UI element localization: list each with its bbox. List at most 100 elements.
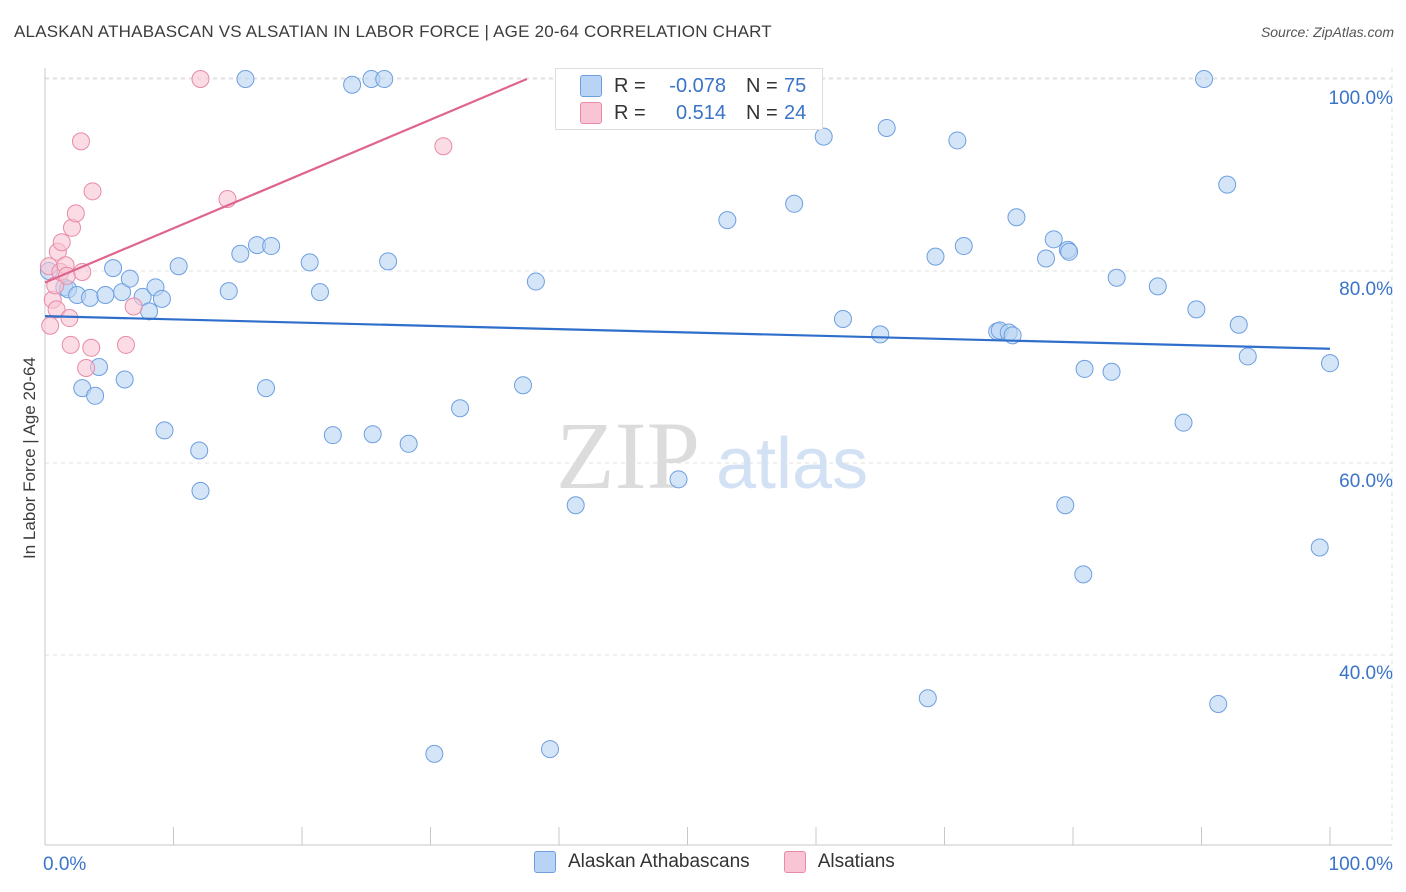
y-tick-label: 100.0% xyxy=(1329,88,1394,109)
legend-label: Alsatians xyxy=(817,851,895,872)
alsatian-point xyxy=(66,204,85,223)
axes xyxy=(44,68,1392,846)
athabascan-point xyxy=(1044,230,1063,249)
athabascan-point xyxy=(1007,208,1026,227)
trend-lines xyxy=(44,77,1331,350)
athabascan-point xyxy=(1209,694,1228,713)
athabascan-point xyxy=(926,247,945,266)
athabascan-point xyxy=(1107,268,1126,287)
athabascan-point xyxy=(190,441,209,460)
r-label: R = xyxy=(614,101,646,124)
alsatian-point xyxy=(77,358,96,377)
athabascan-point xyxy=(323,426,342,445)
athabascan-point xyxy=(1037,249,1056,268)
x-tick-label: 100.0% xyxy=(1329,854,1394,875)
n-label: N = xyxy=(746,101,778,124)
athabascan-point xyxy=(514,376,533,395)
athabascan-point xyxy=(375,70,394,88)
alsatian-point xyxy=(434,137,453,156)
athabascan-point xyxy=(451,399,470,418)
r-value: -0.078 xyxy=(669,74,726,97)
athabascan-point xyxy=(526,272,545,291)
legend-label: Alaskan Athabascans xyxy=(568,851,750,872)
gridlines xyxy=(45,68,1393,845)
n-value: 24 xyxy=(784,101,807,124)
athabascan-trend-line xyxy=(44,315,1331,350)
athabascan-point xyxy=(257,379,276,398)
athabascan-point xyxy=(379,252,398,271)
athabascan-point xyxy=(169,257,188,276)
athabascan-point xyxy=(140,302,159,321)
athabascan-point xyxy=(399,434,418,453)
r-label: R = xyxy=(614,74,646,97)
watermark: ZIP atlas xyxy=(556,402,868,509)
y-tick-label: 60.0% xyxy=(1339,471,1393,492)
athabascan-point xyxy=(718,211,737,230)
athabascan-point xyxy=(191,481,210,500)
legend-swatch-blue xyxy=(534,851,556,873)
athabascan-point xyxy=(1074,565,1093,584)
alsatian-point xyxy=(71,132,90,151)
alsatian-point xyxy=(191,70,210,88)
athabascan-point xyxy=(120,269,139,288)
athabascan-point xyxy=(96,286,115,304)
athabascan-point xyxy=(1060,242,1079,261)
athabascan-point xyxy=(669,470,688,489)
alsatian-point xyxy=(60,309,79,328)
athabascan-point xyxy=(86,386,105,405)
athabascan-point xyxy=(115,370,134,389)
watermark-atlas: atlas xyxy=(716,424,868,504)
athabascan-point xyxy=(1056,496,1075,515)
athabascan-point xyxy=(155,421,174,440)
athabascan-point xyxy=(1321,354,1339,373)
alsatian-point xyxy=(41,316,60,335)
athabascan-point xyxy=(785,194,804,213)
athabascan-point xyxy=(541,740,560,759)
legend-swatch-blue xyxy=(580,75,602,97)
athabascan-point xyxy=(871,325,890,344)
athabascan-point xyxy=(310,283,329,302)
athabascan-point xyxy=(1238,347,1257,366)
athabascan-point xyxy=(833,310,852,328)
athabascan-point xyxy=(877,118,896,137)
r-value: 0.514 xyxy=(675,101,726,124)
alsatian-point xyxy=(82,338,101,357)
athabascan-point xyxy=(343,75,362,94)
athabascan-point xyxy=(814,127,833,146)
chart-title: ALASKAN ATHABASCAN VS ALSATIAN IN LABOR … xyxy=(14,22,772,41)
source-label: Source: ZipAtlas.com xyxy=(1260,24,1394,40)
alsatian-point xyxy=(52,233,71,252)
athabascan-point xyxy=(219,282,238,301)
athabascan-point xyxy=(954,237,973,256)
athabascan-point xyxy=(152,289,171,308)
athabascan-point xyxy=(231,244,250,263)
athabascan-point xyxy=(1102,362,1121,381)
athabascan-point xyxy=(104,259,123,278)
athabascan-point xyxy=(1310,538,1329,557)
n-label: N = xyxy=(746,74,778,97)
athabascan-point xyxy=(948,131,967,150)
alsatian-point xyxy=(61,335,80,354)
legend-row-athabascan: R = -0.078 N = 75 xyxy=(580,74,806,98)
alsatian-point xyxy=(116,335,135,354)
legend-swatch-pink xyxy=(783,851,806,873)
y-tick-label: 80.0% xyxy=(1339,279,1393,300)
athabascan-point xyxy=(1195,70,1214,88)
athabascan-point xyxy=(113,283,132,302)
athabascan-point xyxy=(566,496,585,515)
athabascan-point xyxy=(1148,277,1167,296)
alsatian-trend-line xyxy=(44,77,528,284)
alsatian-point xyxy=(83,182,102,201)
correlation-legend: R = -0.078 N = 75 R = 0.514 N = 24 xyxy=(555,68,823,130)
legend-item-athabascan: Alaskan Athabascans xyxy=(534,851,750,873)
athabascan-point xyxy=(80,288,99,307)
athabascan-point xyxy=(425,744,444,763)
athabascan-point xyxy=(300,253,319,272)
x-tick-label: 0.0% xyxy=(43,854,86,875)
y-tick-label: 40.0% xyxy=(1339,663,1393,684)
athabascan-point xyxy=(1174,413,1193,432)
series-legend: Alaskan Athabascans Alsatians xyxy=(534,851,929,873)
legend-item-alsatian: Alsatians xyxy=(783,851,895,873)
tick-labels: 40.0% 60.0% 80.0% 100.0% 0.0% 100.0% xyxy=(43,88,1393,875)
